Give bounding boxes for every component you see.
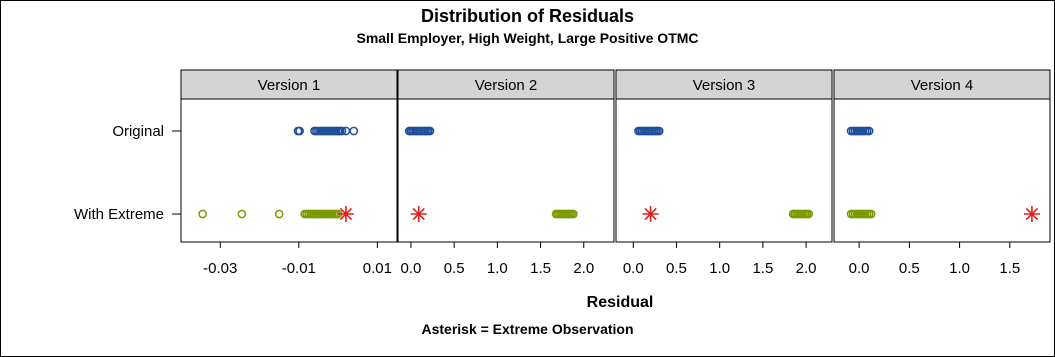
- x-tick-label: 0.0: [849, 260, 870, 277]
- chart-title: Distribution of Residuals: [420, 6, 634, 26]
- x-tick-label: 0.0: [623, 260, 644, 277]
- original-point: [337, 126, 347, 136]
- x-tick-label: 0.0: [401, 260, 422, 277]
- original-point: [864, 126, 874, 136]
- extreme-observation-marker: [337, 206, 354, 222]
- extreme-observation-marker: [642, 206, 659, 222]
- extreme-observation-marker: [410, 206, 427, 222]
- x-tick-label: 0.01: [363, 260, 392, 277]
- extreme-observation-marker: [1023, 206, 1040, 222]
- chart-subtitle: Small Employer, High Weight, Large Posit…: [356, 30, 699, 46]
- panel-header-1: [180, 69, 398, 100]
- original-point: [349, 126, 359, 136]
- with-extreme-point: [237, 209, 247, 219]
- with-extreme-point: [804, 209, 814, 219]
- x-tick-label: 2.0: [573, 260, 594, 277]
- x-tick-label: 0.5: [899, 260, 920, 277]
- with-extreme-point: [569, 209, 578, 219]
- x-tick-label: 0.5: [666, 260, 687, 277]
- row-label-with-extreme: With Extreme: [74, 206, 164, 223]
- x-tick-label: -0.01: [282, 260, 316, 277]
- x-tick-label: 1.5: [530, 260, 551, 277]
- panel-header-4: [833, 69, 1051, 100]
- x-tick-label: 2.0: [796, 260, 817, 277]
- original-point: [295, 126, 304, 136]
- x-tick-label: 0.5: [444, 260, 465, 277]
- original-point: [425, 126, 435, 136]
- panel-title-4: Version 4: [911, 77, 974, 94]
- x-tick-label: 1.0: [487, 260, 508, 277]
- x-tick-label: 1.0: [709, 260, 730, 277]
- x-tick-label: 1.0: [949, 260, 970, 277]
- x-axis-label: Residual: [586, 294, 654, 311]
- panel-title-3: Version 3: [693, 77, 756, 94]
- original-point: [654, 126, 664, 136]
- panel-header-2: [397, 69, 615, 100]
- panel-frame-1: [180, 98, 398, 243]
- with-extreme-point: [198, 209, 207, 219]
- panel-frame-3: [615, 98, 833, 243]
- footnote: Asterisk = Extreme Observation: [421, 321, 634, 337]
- panel-frame-2: [397, 98, 615, 243]
- with-extreme-point: [866, 209, 876, 219]
- x-tick-label: -0.03: [203, 260, 237, 277]
- with-extreme-point: [274, 209, 284, 219]
- panel-header-3: [615, 69, 833, 100]
- panel-title-1: Version 1: [258, 77, 321, 94]
- panel-frame-4: [833, 98, 1051, 243]
- row-label-original: Original: [112, 123, 164, 140]
- x-tick-label: 1.5: [999, 260, 1020, 277]
- panel-title-2: Version 2: [475, 77, 538, 94]
- x-tick-label: 1.5: [752, 260, 773, 277]
